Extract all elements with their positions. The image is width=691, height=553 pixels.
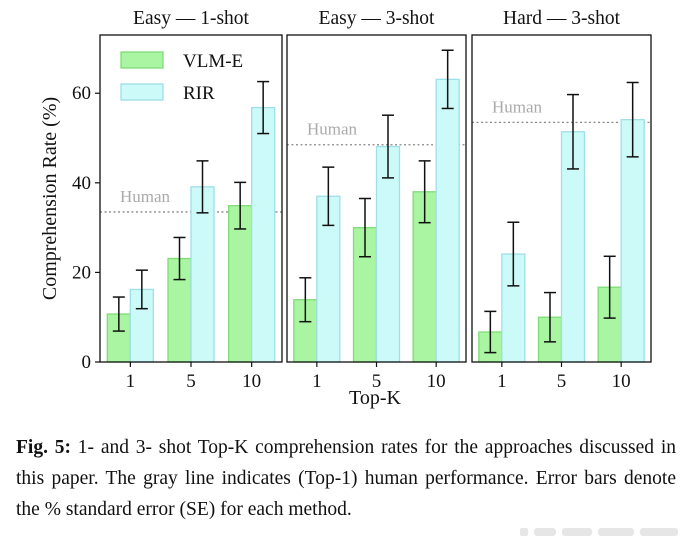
bar-rir <box>435 78 460 363</box>
x-tick-label: 5 <box>186 371 196 392</box>
caption-label: Fig. 5: <box>16 437 71 458</box>
panel-title: Easy — 1-shot <box>133 8 249 29</box>
x-tick-label: 1 <box>126 371 136 392</box>
panel-title: Easy — 3-shot <box>319 8 435 29</box>
x-tick-label: 10 <box>242 371 261 392</box>
y-tick-label: 0 <box>82 352 92 373</box>
x-tick-label: 5 <box>557 371 567 392</box>
x-tick-label: 10 <box>427 371 446 392</box>
x-axis-label: Top-K <box>349 387 401 409</box>
y-axis-label: Comprehension Rate (%) <box>39 97 61 300</box>
human-label: Human <box>120 187 171 206</box>
caption-text: 1- and 3- shot Top-K comprehension rates… <box>16 437 677 520</box>
y-tick-label: 20 <box>72 262 91 283</box>
y-tick-label: 60 <box>72 83 91 104</box>
x-tick-label: 1 <box>497 371 507 392</box>
panel-title: Hard — 3-shot <box>503 8 621 29</box>
bar-rir <box>251 106 276 363</box>
x-tick-label: 1 <box>312 371 322 392</box>
y-tick-label: 40 <box>72 173 91 194</box>
panel-frame <box>471 34 652 363</box>
legend-swatch-rir <box>120 83 164 101</box>
x-tick-label: 10 <box>612 371 631 392</box>
panel-frame <box>286 34 467 363</box>
legend-swatch-vlm-e <box>120 51 164 69</box>
legend-label: VLM-E <box>183 51 243 72</box>
legend-label: RIR <box>183 83 215 104</box>
x-tick-label: 5 <box>372 371 382 392</box>
bar-rir <box>375 145 401 363</box>
panel-frame <box>99 34 283 363</box>
human-label: Human <box>307 120 358 139</box>
figure-caption: Fig. 5: 1- and 3- shot Top-K comprehensi… <box>16 432 676 525</box>
watermark-logo <box>520 528 678 536</box>
human-label: Human <box>492 97 543 116</box>
